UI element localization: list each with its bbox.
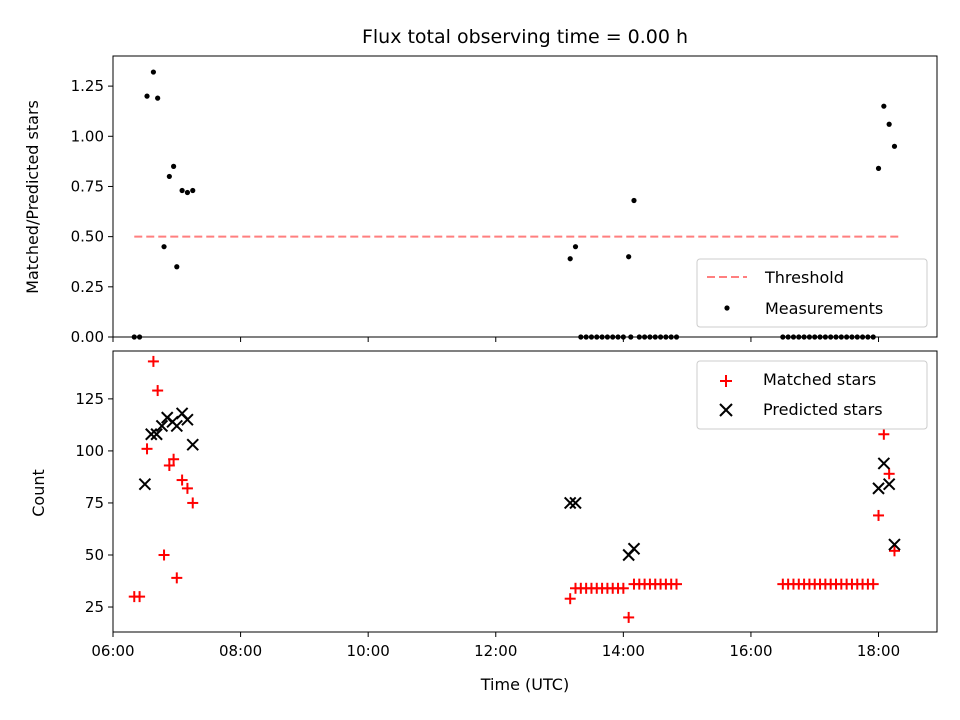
legend-threshold-label: Threshold <box>764 268 844 287</box>
measurement-point <box>166 173 172 180</box>
y-tick-label: 25 <box>85 598 104 616</box>
measurement-point <box>631 197 637 204</box>
y-tick-label: 75 <box>85 494 104 512</box>
top-plot-panel: 0.00 0.25 0.50 0.75 1.00 1.25 Matched/Predict… <box>23 55 938 346</box>
top-marks <box>131 69 900 340</box>
y-tick-label: 1.25 <box>71 77 104 95</box>
y-tick-label: 0.50 <box>71 228 104 246</box>
y-tick-label: 0.75 <box>71 177 104 195</box>
measurement-point <box>155 95 161 101</box>
bottom-legend: Matched stars Predicted stars <box>696 360 928 430</box>
legend-matched-swatch <box>720 375 732 387</box>
predicted-star-marker <box>186 438 199 451</box>
measurement-point <box>626 254 632 260</box>
bottom-axes-frame <box>112 350 938 633</box>
y-tick-label: 100 <box>75 442 104 460</box>
x-tick-label: 16:00 <box>729 642 772 660</box>
measurement-point <box>161 244 167 250</box>
measurement-point <box>881 103 887 109</box>
bottom-marks <box>128 355 901 623</box>
top-axes-frame <box>112 55 938 338</box>
top-y-axis-label: Matched/Predicted stars <box>23 100 42 294</box>
x-tick-label: 10:00 <box>347 642 390 660</box>
matched-star-marker <box>873 509 885 521</box>
measurement-point <box>886 121 892 127</box>
predicted-star-marker <box>563 496 577 510</box>
top-legend: Threshold Measurements <box>696 258 928 328</box>
measurement-point <box>572 244 579 250</box>
chart-title: Flux total observing time = 0.00 h <box>362 26 688 48</box>
legend-measurements-swatch <box>724 305 730 311</box>
matched-star-marker <box>181 482 193 494</box>
matched-star-marker <box>152 385 164 397</box>
matched-star-marker <box>617 582 629 594</box>
matched-star-marker <box>176 474 188 486</box>
bottom-y-axis-label: Count <box>29 469 48 517</box>
y-tick-label: 0.00 <box>71 328 104 346</box>
matched-star-marker <box>878 428 890 440</box>
measurement-point <box>144 93 150 99</box>
predicted-star-marker <box>882 478 896 491</box>
predicted-star-marker <box>872 482 885 495</box>
matched-star-marker <box>671 578 683 590</box>
bottom-ticks: 06:00 08:00 10:00 12:00 14:00 16:00 18:00 25 50 7… <box>75 390 900 660</box>
y-tick-label: 1.00 <box>71 127 104 145</box>
matched-star-marker <box>623 611 635 623</box>
x-tick-label: 18:00 <box>857 642 900 660</box>
predicted-star-marker <box>145 428 158 441</box>
top-legend-box <box>696 258 928 328</box>
predicted-star-marker <box>877 457 891 470</box>
predicted-star-marker <box>181 413 194 426</box>
legend-matched-label: Matched stars <box>763 370 876 389</box>
predicted-star-marker <box>888 538 901 551</box>
measurement-point <box>171 163 177 169</box>
y-tick-label: 0.25 <box>71 278 104 296</box>
measurement-point <box>190 187 196 194</box>
legend-predicted-swatch <box>719 403 733 417</box>
matched-star-marker <box>187 497 199 509</box>
measurement-point <box>567 256 573 262</box>
predicted-star-marker <box>150 428 163 441</box>
matched-star-marker <box>163 459 175 471</box>
x-tick-label: 12:00 <box>474 642 517 660</box>
matched-star-marker <box>158 549 170 561</box>
top-ticks: 0.00 0.25 0.50 0.75 1.00 1.25 <box>71 77 880 346</box>
matched-star-marker <box>171 572 183 584</box>
bottom-legend-box <box>696 360 928 430</box>
x-tick-label: 14:00 <box>602 642 645 660</box>
predicted-star-marker <box>138 478 152 491</box>
measurement-point <box>184 189 191 196</box>
measurement-point <box>179 187 185 194</box>
bottom-plot-panel: 06:00 08:00 10:00 12:00 14:00 16:00 18:00 25 50 7… <box>29 350 938 694</box>
measurement-point <box>891 143 898 149</box>
matched-star-marker <box>168 453 180 465</box>
x-tick-label: 06:00 <box>91 642 134 660</box>
x-axis-label: Time (UTC) <box>480 675 569 694</box>
y-tick-label: 50 <box>85 546 104 564</box>
matched-star-marker <box>867 578 879 590</box>
matched-star-marker <box>141 443 153 455</box>
legend-predicted-label: Predicted stars <box>763 400 883 419</box>
predicted-star-marker <box>170 419 184 433</box>
matched-star-marker <box>134 591 146 603</box>
measurement-point <box>875 165 882 171</box>
measurement-point <box>174 264 180 270</box>
x-tick-label: 08:00 <box>219 642 262 660</box>
predicted-star-marker <box>155 419 169 433</box>
matched-star-marker <box>147 355 159 367</box>
matched-star-marker <box>564 593 576 605</box>
predicted-star-marker <box>627 542 641 555</box>
legend-measurements-label: Measurements <box>765 299 883 318</box>
matched-star-marker <box>883 468 895 480</box>
matched-star-marker <box>888 545 900 557</box>
y-tick-label: 125 <box>75 390 104 408</box>
measurement-point <box>150 69 157 75</box>
predicted-star-marker <box>569 496 582 510</box>
